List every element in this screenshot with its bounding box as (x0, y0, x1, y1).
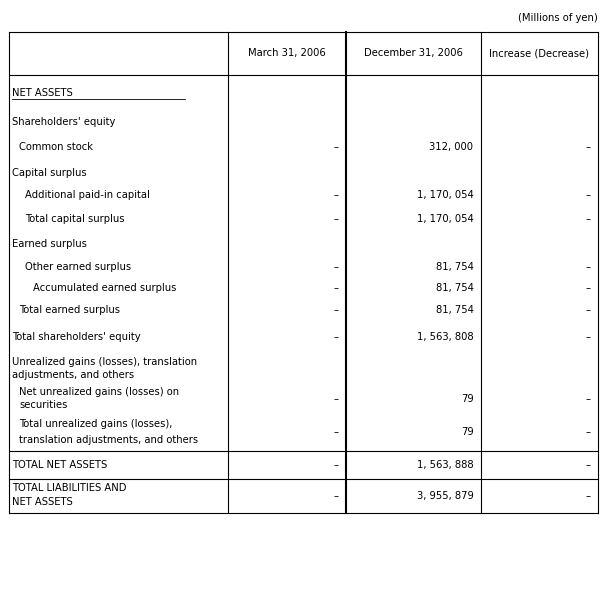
Text: –: – (333, 190, 338, 200)
Text: Capital surplus: Capital surplus (12, 168, 87, 178)
Text: NET ASSETS: NET ASSETS (12, 88, 73, 98)
Text: –: – (586, 491, 591, 501)
Text: Accumulated earned surplus: Accumulated earned surplus (33, 284, 176, 293)
Text: –: – (333, 142, 338, 152)
Text: 312, 000: 312, 000 (430, 142, 473, 152)
Text: –: – (333, 284, 338, 293)
Text: –: – (586, 305, 591, 315)
Text: 81, 754: 81, 754 (436, 284, 473, 293)
Text: 1, 170, 054: 1, 170, 054 (416, 215, 473, 224)
Text: Additional paid-in capital: Additional paid-in capital (25, 190, 151, 200)
Text: –: – (586, 427, 591, 437)
Text: –: – (333, 332, 338, 342)
Text: –: – (333, 460, 338, 470)
Text: Earned surplus: Earned surplus (12, 239, 87, 249)
Text: TOTAL LIABILITIES AND: TOTAL LIABILITIES AND (12, 483, 127, 493)
Text: Unrealized gains (losses), translation: Unrealized gains (losses), translation (12, 356, 197, 367)
Text: 3, 955, 879: 3, 955, 879 (416, 491, 473, 501)
Text: Total shareholders' equity: Total shareholders' equity (12, 332, 141, 342)
Text: –: – (333, 427, 338, 437)
Text: –: – (586, 394, 591, 404)
Text: translation adjustments, and others: translation adjustments, and others (19, 435, 198, 445)
Text: Total unrealized gains (losses),: Total unrealized gains (losses), (19, 419, 173, 429)
Text: adjustments, and others: adjustments, and others (12, 370, 134, 380)
Text: 1, 563, 808: 1, 563, 808 (417, 332, 473, 342)
Text: NET ASSETS: NET ASSETS (12, 498, 73, 507)
Text: Increase (Decrease): Increase (Decrease) (489, 48, 589, 58)
Text: –: – (586, 190, 591, 200)
Text: 79: 79 (461, 427, 473, 437)
Text: Net unrealized gains (losses) on: Net unrealized gains (losses) on (19, 387, 180, 398)
Text: 81, 754: 81, 754 (436, 305, 473, 315)
Text: –: – (333, 491, 338, 501)
Text: 81, 754: 81, 754 (436, 262, 473, 271)
Text: Total capital surplus: Total capital surplus (25, 215, 125, 224)
Text: TOTAL NET ASSETS: TOTAL NET ASSETS (12, 460, 107, 470)
Text: December 31, 2006: December 31, 2006 (364, 48, 463, 58)
Text: Common stock: Common stock (19, 142, 93, 152)
Text: Shareholders' equity: Shareholders' equity (12, 117, 115, 127)
Text: –: – (586, 332, 591, 342)
Text: 1, 563, 888: 1, 563, 888 (417, 460, 473, 470)
Text: –: – (333, 394, 338, 404)
Text: –: – (333, 305, 338, 315)
Text: –: – (586, 142, 591, 152)
Text: Total earned surplus: Total earned surplus (19, 305, 120, 315)
Text: –: – (586, 284, 591, 293)
Text: –: – (586, 262, 591, 271)
Text: –: – (333, 215, 338, 224)
Text: –: – (333, 262, 338, 271)
Text: securities: securities (19, 399, 68, 410)
Text: March 31, 2006: March 31, 2006 (248, 48, 326, 58)
Text: 1, 170, 054: 1, 170, 054 (416, 190, 473, 200)
Text: 79: 79 (461, 394, 473, 404)
Text: –: – (586, 215, 591, 224)
Text: (Millions of yen): (Millions of yen) (518, 13, 598, 24)
Text: Other earned surplus: Other earned surplus (25, 262, 132, 271)
Text: –: – (586, 460, 591, 470)
